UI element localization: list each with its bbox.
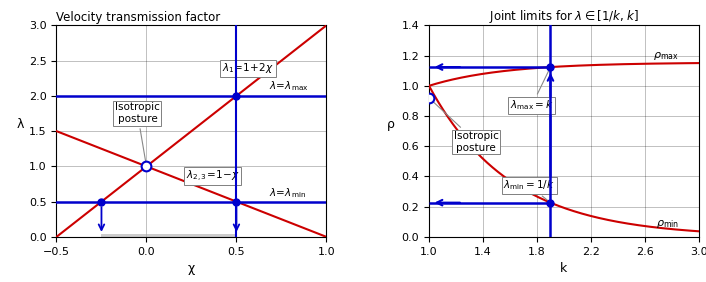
X-axis label: k: k — [561, 262, 568, 275]
X-axis label: χ: χ — [188, 262, 195, 275]
Y-axis label: λ: λ — [17, 118, 25, 131]
Text: $\rho_{\min}$: $\rho_{\min}$ — [656, 218, 678, 230]
Text: Isotropic
posture: Isotropic posture — [432, 101, 498, 153]
Text: $\lambda\!=\!\lambda_{\max}$: $\lambda\!=\!\lambda_{\max}$ — [269, 79, 309, 93]
Text: $\lambda_{\max}=k$: $\lambda_{\max}=k$ — [510, 71, 554, 112]
Text: $\lambda\!=\!\lambda_{\min}$: $\lambda\!=\!\lambda_{\min}$ — [269, 186, 306, 200]
Text: $\lambda_{2,3}\!=\!1\!-\!\chi$: $\lambda_{2,3}\!=\!1\!-\!\chi$ — [186, 169, 240, 184]
Text: Velocity transmission factor: Velocity transmission factor — [56, 11, 221, 24]
Text: $\lambda_{\min}=1/k$: $\lambda_{\min}=1/k$ — [503, 179, 555, 200]
Bar — [102, 234, 237, 237]
Title: Joint limits for $\lambda\in$[1/$k$, $k$]: Joint limits for $\lambda\in$[1/$k$, $k$… — [489, 8, 639, 25]
Text: $\lambda_1\!=\!1\!+\!2\chi$: $\lambda_1\!=\!1\!+\!2\chi$ — [222, 61, 274, 75]
Text: Isotropic
posture: Isotropic posture — [115, 102, 160, 162]
Y-axis label: ρ: ρ — [386, 118, 395, 131]
Text: $\rho_{\max}$: $\rho_{\max}$ — [653, 50, 678, 61]
